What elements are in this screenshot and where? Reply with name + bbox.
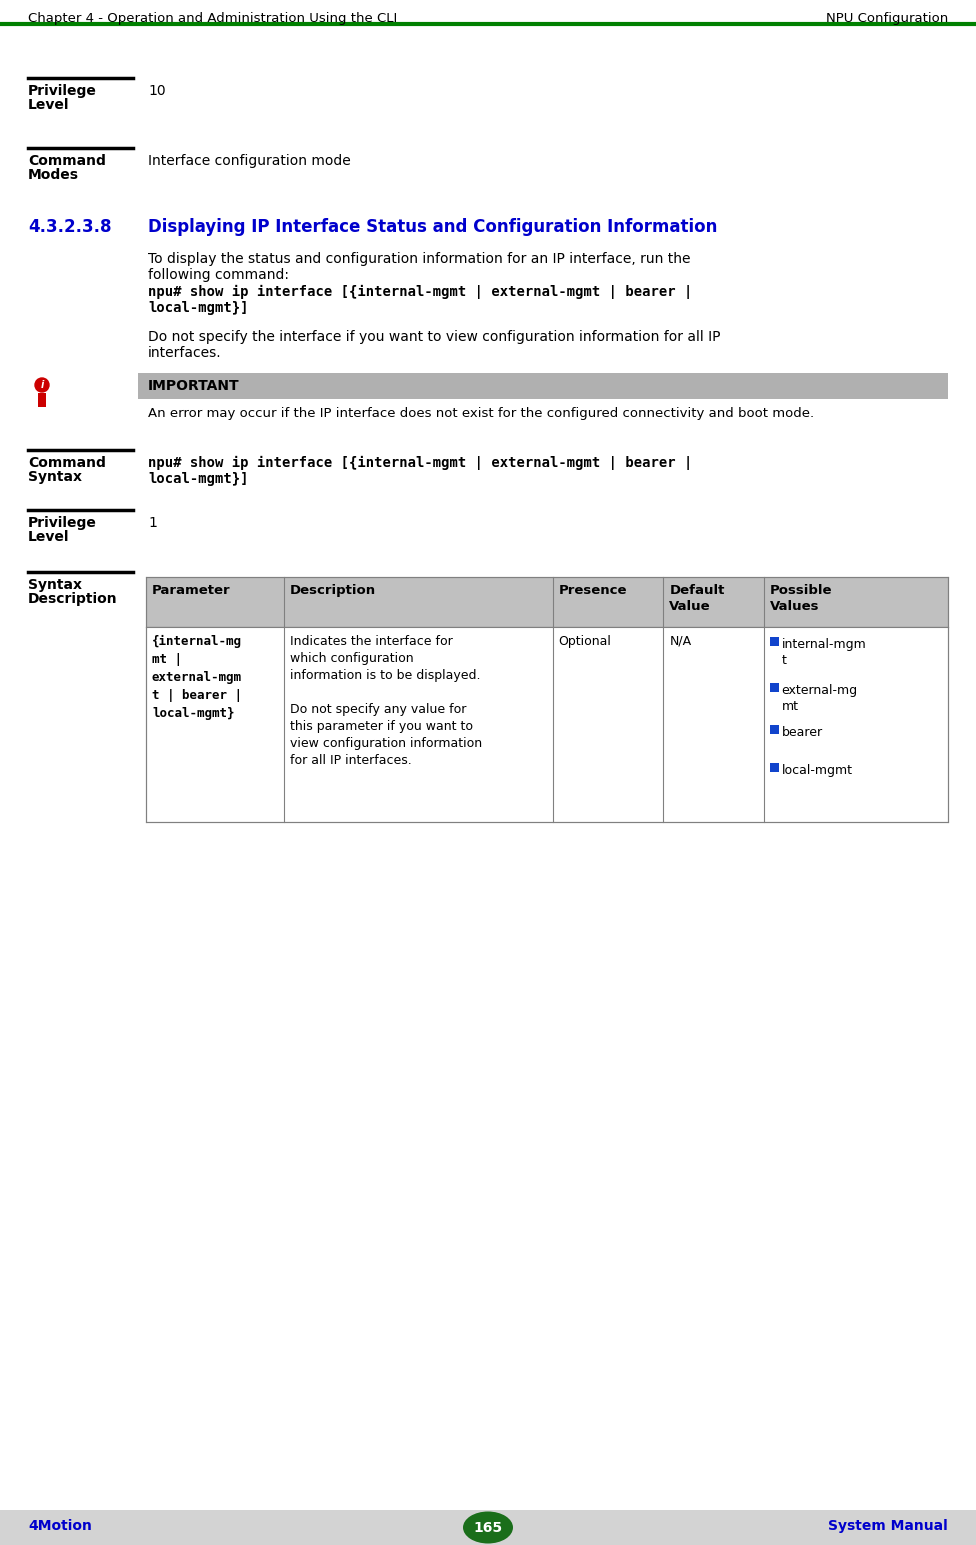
- Text: Indicates the interface for
which configuration
information is to be displayed.
: Indicates the interface for which config…: [290, 635, 482, 766]
- Text: Privilege: Privilege: [28, 516, 97, 530]
- Text: To display the status and configuration information for an IP interface, run the: To display the status and configuration …: [148, 252, 690, 266]
- Text: 165: 165: [473, 1520, 503, 1534]
- Text: internal-mgm
t: internal-mgm t: [782, 638, 867, 667]
- Bar: [769, 637, 779, 646]
- Text: An error may occur if the IP interface does not exist for the configured connect: An error may occur if the IP interface d…: [148, 406, 814, 420]
- Text: Displaying IP Interface Status and Configuration Information: Displaying IP Interface Status and Confi…: [148, 218, 717, 236]
- Text: Interface configuration mode: Interface configuration mode: [148, 154, 350, 168]
- Ellipse shape: [463, 1511, 513, 1543]
- Text: 4Motion: 4Motion: [28, 1519, 92, 1533]
- Text: Default
Value: Default Value: [670, 584, 724, 613]
- Text: Level: Level: [28, 530, 69, 544]
- Bar: [0, 1509, 976, 1545]
- Text: 1: 1: [148, 516, 157, 530]
- Bar: [38, 392, 46, 406]
- Text: Level: Level: [28, 97, 69, 111]
- Text: Chapter 4 - Operation and Administration Using the CLI: Chapter 4 - Operation and Administration…: [28, 12, 397, 25]
- Text: 10: 10: [148, 83, 166, 97]
- Text: interfaces.: interfaces.: [148, 346, 222, 360]
- Text: local-mgmt}]: local-mgmt}]: [148, 301, 249, 315]
- Text: Optional: Optional: [558, 635, 612, 647]
- Text: npu# show ip interface [{internal-mgmt | external-mgmt | bearer |: npu# show ip interface [{internal-mgmt |…: [148, 456, 692, 470]
- Text: NPU Configuration: NPU Configuration: [826, 12, 948, 25]
- Text: npu# show ip interface [{internal-mgmt | external-mgmt | bearer |: npu# show ip interface [{internal-mgmt |…: [148, 284, 692, 300]
- Bar: [138, 399, 948, 436]
- Text: Do not specify the interface if you want to view configuration information for a: Do not specify the interface if you want…: [148, 331, 720, 345]
- Text: Command: Command: [28, 154, 105, 168]
- Text: Possible
Values: Possible Values: [769, 584, 833, 613]
- Text: Modes: Modes: [28, 168, 79, 182]
- Text: 4.3.2.3.8: 4.3.2.3.8: [28, 218, 111, 236]
- Text: {internal-mg
mt |
external-mgm
t | bearer |
local-mgmt}: {internal-mg mt | external-mgm t | beare…: [152, 635, 242, 720]
- Bar: [769, 725, 779, 734]
- Text: local-mgmt}]: local-mgmt}]: [148, 473, 249, 487]
- Bar: [769, 763, 779, 772]
- Text: following command:: following command:: [148, 267, 289, 283]
- Circle shape: [35, 379, 49, 392]
- Text: bearer: bearer: [782, 726, 823, 739]
- Text: Description: Description: [28, 592, 118, 606]
- Text: Description: Description: [290, 584, 376, 596]
- Bar: [146, 627, 948, 822]
- Text: Presence: Presence: [558, 584, 628, 596]
- Text: IMPORTANT: IMPORTANT: [148, 379, 240, 392]
- Text: Syntax: Syntax: [28, 578, 82, 592]
- Bar: [146, 576, 948, 627]
- Text: Syntax: Syntax: [28, 470, 82, 484]
- Text: local-mgmt: local-mgmt: [782, 763, 853, 777]
- Text: Privilege: Privilege: [28, 83, 97, 97]
- Text: N/A: N/A: [670, 635, 691, 647]
- Bar: [138, 372, 948, 399]
- Text: Command: Command: [28, 456, 105, 470]
- Text: Parameter: Parameter: [152, 584, 230, 596]
- Text: external-mg
mt: external-mg mt: [782, 684, 858, 712]
- Text: System Manual: System Manual: [829, 1519, 948, 1533]
- Bar: [769, 683, 779, 692]
- Text: i: i: [40, 380, 44, 389]
